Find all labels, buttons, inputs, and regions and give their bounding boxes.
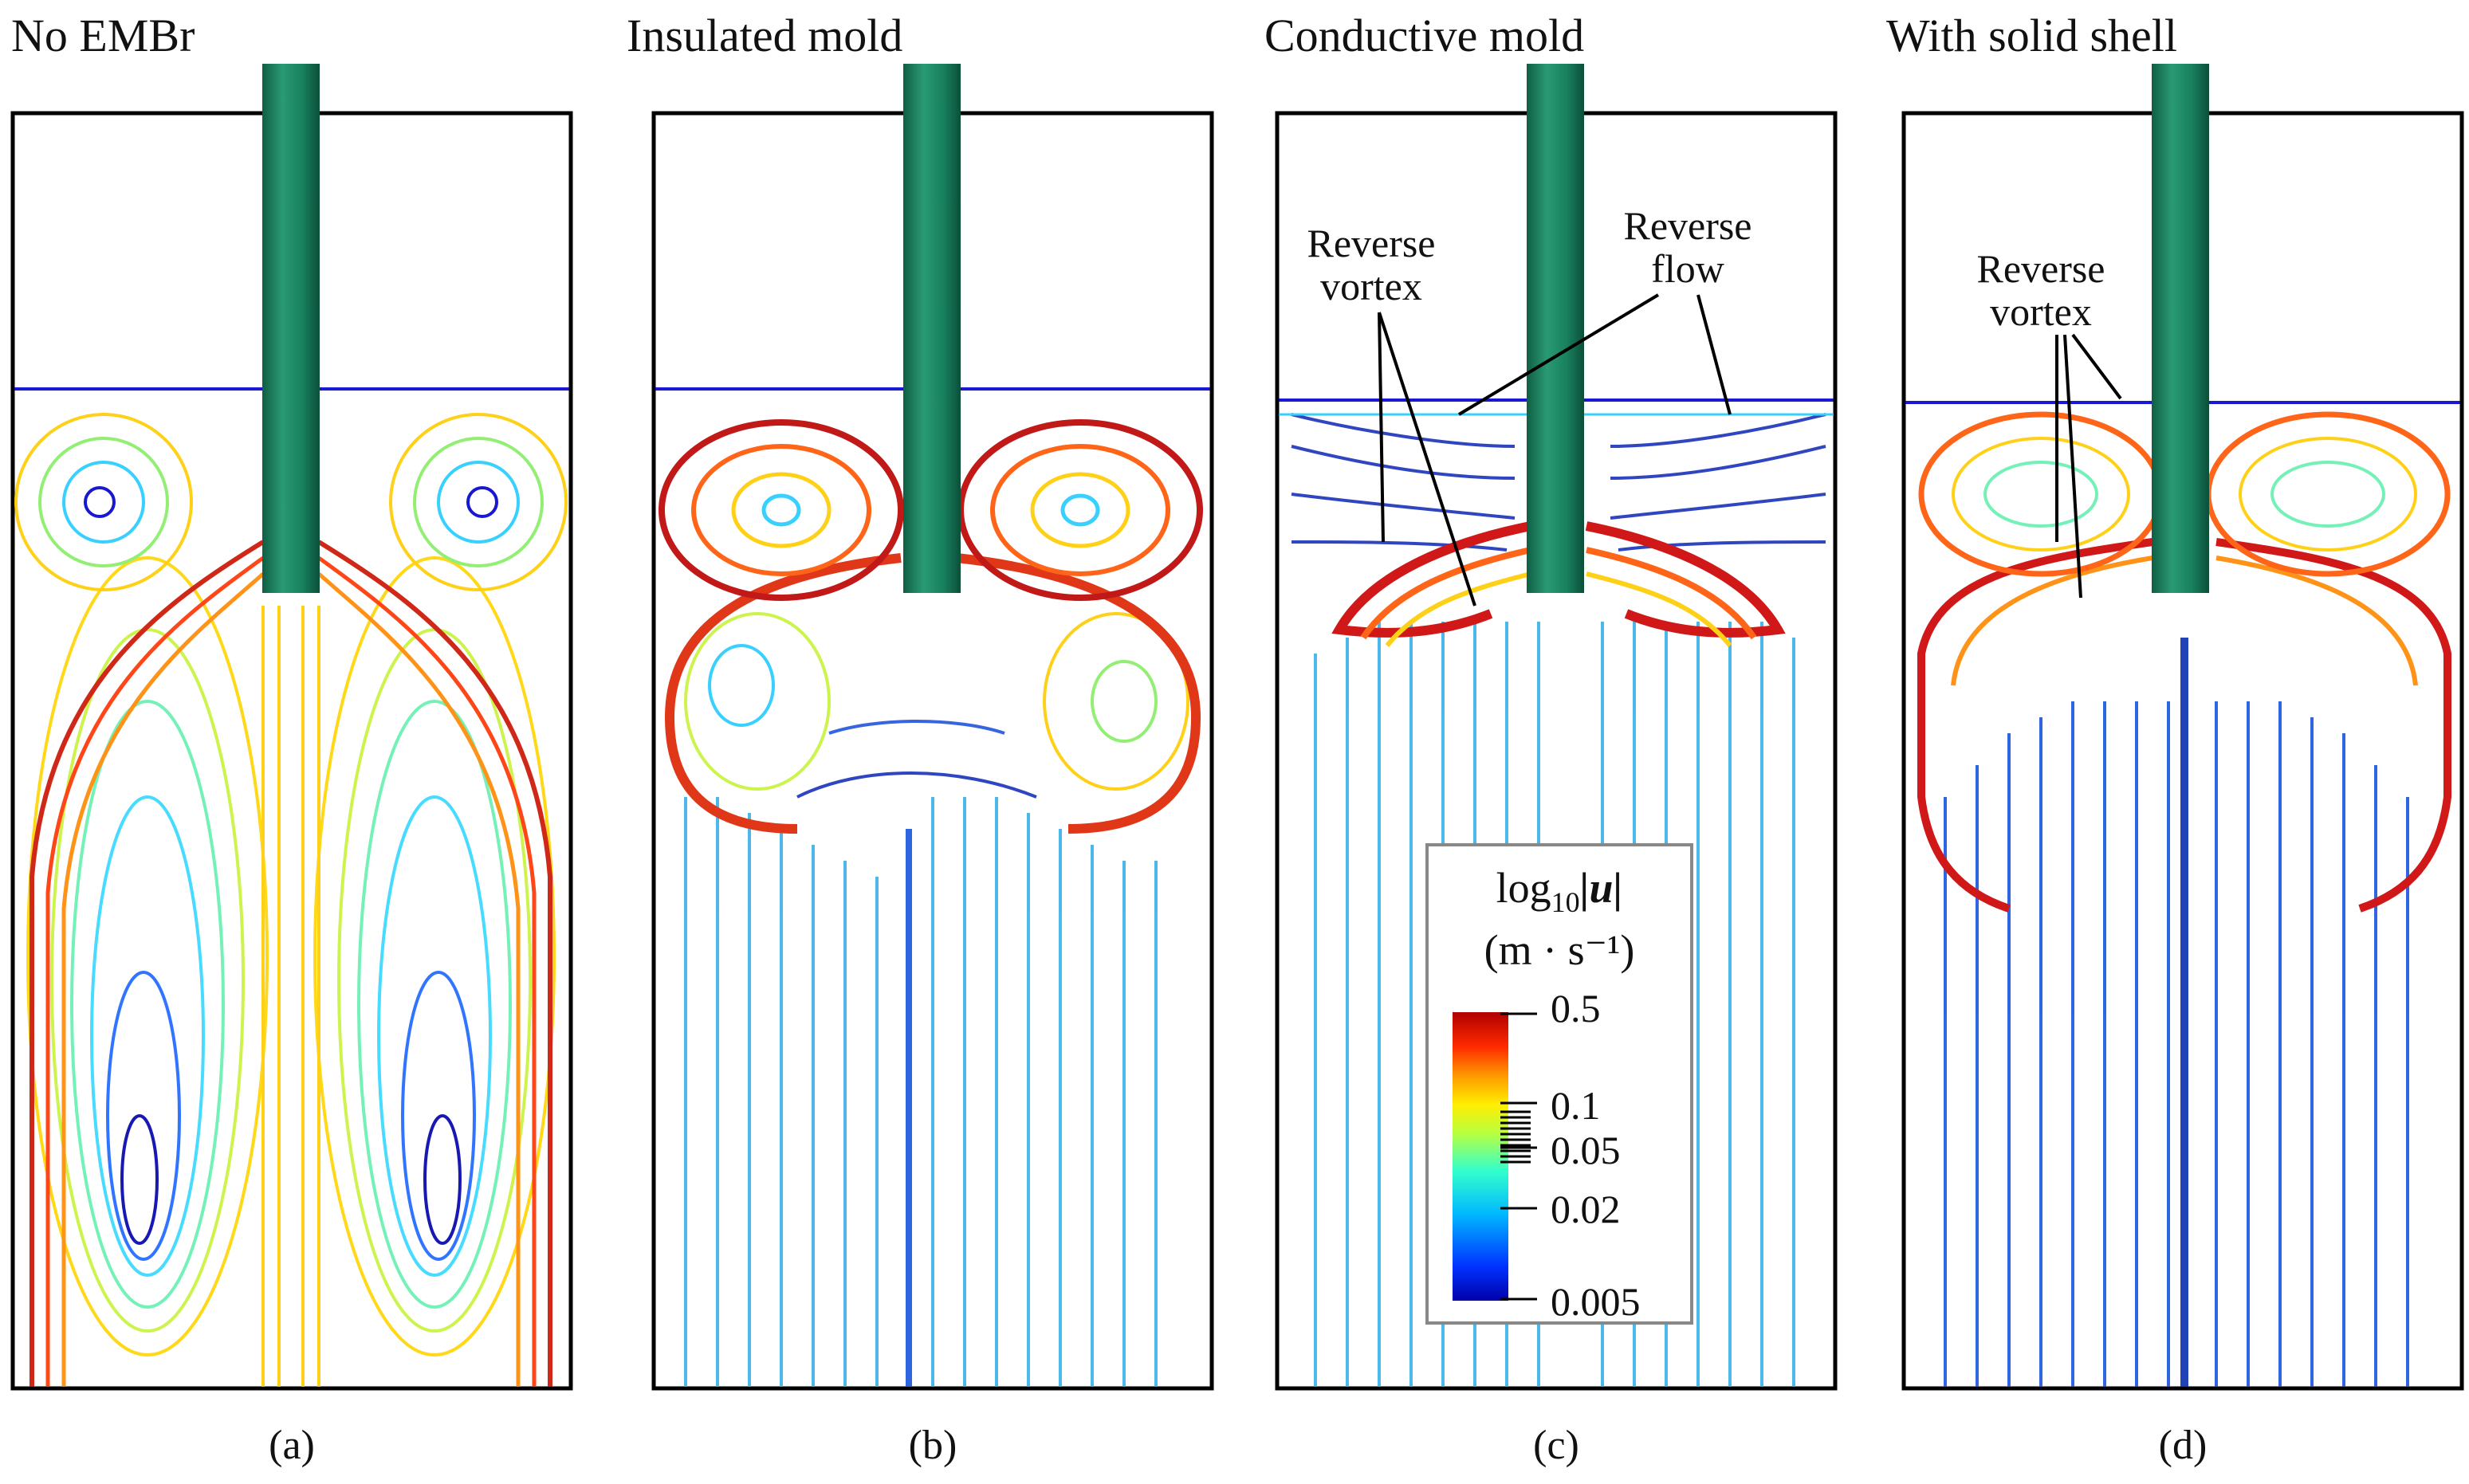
panel-d-streamlines — [1905, 401, 2460, 1387]
panel-d-title: With solid shell — [1886, 10, 2177, 61]
colorbar-title-sub: 10 — [1551, 886, 1580, 918]
panel-c-annotation-reverse-vortex-line2: vortex — [1320, 264, 1422, 308]
panel-b-caption: (b) — [909, 1423, 957, 1468]
colorbar-legend: log10|u| (m · s⁻¹) 0.5 0.1 0.05 0.02 0.0… — [1425, 843, 1693, 1325]
colorbar-tick-label: 0.02 — [1551, 1187, 1621, 1231]
panel-a-title: No EMBr — [11, 10, 195, 61]
colorbar-title: log10|u| — [1496, 864, 1623, 918]
colorbar-title-prefix: log — [1496, 864, 1551, 912]
colorbar-title-quantity: |u| — [1580, 864, 1623, 912]
panel-c-annotation-reverse-flow-line1: Reverse — [1623, 203, 1751, 248]
colorbar-tick-label: 0.5 — [1551, 986, 1601, 1031]
panel-b-title: Insulated mold — [627, 10, 902, 61]
panel-c-leader-lines — [1378, 293, 1732, 607]
panel-b-nozzle — [903, 64, 961, 593]
colorbar-tick-label: 0.005 — [1551, 1279, 1641, 1324]
panel-a-caption: (a) — [269, 1423, 315, 1468]
panel-a-streamlines — [14, 387, 569, 1387]
colorbar-gradient — [1453, 1012, 1508, 1301]
panel-c: Conductive mold Reverse vortex Reverse f… — [1264, 10, 1838, 1468]
panel-b: Insulated mold — [627, 10, 1214, 1468]
panel-d: With solid shell Reverse vortex — [1886, 10, 2464, 1468]
panel-c-nozzle — [1527, 64, 1584, 593]
panel-d-caption: (d) — [2159, 1423, 2208, 1468]
panel-d-annotation-reverse-vortex-line2: vortex — [1990, 289, 2092, 334]
panel-d-annotation-reverse-vortex-line1: Reverse — [1976, 246, 2105, 291]
panel-d-leader-lines — [2055, 333, 2122, 599]
colorbar-tick-label: 0.05 — [1551, 1128, 1621, 1172]
colorbar-major-ticks — [1500, 1012, 1537, 1301]
panel-c-annotation-reverse-vortex-line1: Reverse — [1307, 221, 1435, 265]
colorbar-tick-label: 0.1 — [1551, 1083, 1601, 1128]
panel-a-nozzle — [262, 64, 320, 593]
colorbar-minor-ticks — [1500, 1110, 1531, 1164]
panel-d-nozzle — [2152, 64, 2209, 593]
panel-a: No EMBr — [10, 10, 573, 1468]
panel-c-title: Conductive mold — [1264, 10, 1584, 61]
colorbar-units: (m · s⁻¹) — [1484, 926, 1635, 974]
panel-c-annotation-reverse-flow-line2: flow — [1651, 246, 1724, 291]
panel-c-caption: (c) — [1533, 1423, 1579, 1468]
